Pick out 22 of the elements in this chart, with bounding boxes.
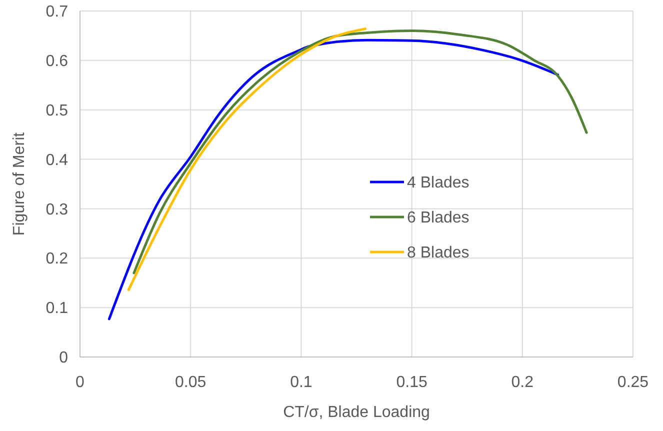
- x-axis-title: CT/σ, Blade Loading: [283, 404, 430, 421]
- legend-label: 4 Blades: [407, 174, 470, 192]
- x-tick-label: 0.25: [617, 374, 649, 391]
- x-tick-label: 0.15: [396, 374, 428, 391]
- line-series: [132, 30, 588, 274]
- y-tick-label: 0.6: [46, 53, 68, 70]
- y-tick-label: 0.7: [46, 4, 68, 21]
- x-tick-label: 0.05: [175, 374, 206, 391]
- x-tick-label: 0.2: [511, 374, 534, 391]
- y-tick-label: 0.2: [46, 250, 68, 268]
- legend-label: 6 Blades: [407, 210, 470, 227]
- y-tick-label: 0.4: [46, 152, 68, 169]
- line-series: [108, 38, 560, 320]
- y-tick-label: 0.1: [46, 300, 68, 318]
- y-axis-title: Figure of Merit: [11, 132, 28, 236]
- line-series: [127, 28, 367, 292]
- x-tick-label: 0.1: [290, 374, 312, 391]
- y-tick-label: 0: [59, 350, 68, 367]
- y-tick-label: 0.5: [46, 102, 68, 120]
- y-tick-label: 0.3: [46, 201, 68, 218]
- x-tick-label: 0: [76, 374, 85, 391]
- legend-label: 8 Blades: [407, 244, 470, 262]
